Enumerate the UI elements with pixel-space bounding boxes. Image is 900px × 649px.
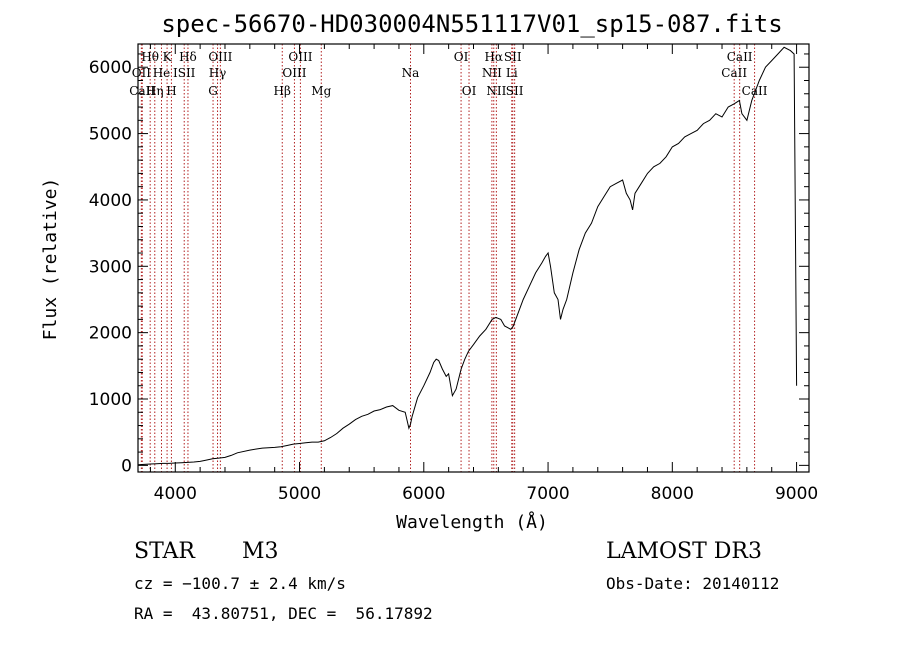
spectral-line-label: Na <box>402 66 420 80</box>
spectral-line-label: CaII <box>721 66 747 80</box>
plot-frame <box>137 43 810 473</box>
spectral-line-label: Hδ <box>179 50 197 64</box>
spectral-line-label: CaII <box>742 84 768 98</box>
spectral-line-label: NII <box>482 66 502 80</box>
x-tick-label: 7000 <box>526 484 569 504</box>
spectral-line-label: Hθ <box>141 50 159 64</box>
spectral-line-label: OIII <box>208 50 232 64</box>
chart-title: spec-56670-HD030004N551117V01_sp15-087.f… <box>161 10 782 38</box>
coordinates: RA = 43.80751, DEC = 56.17892 <box>134 604 433 623</box>
y-tick-label: 2000 <box>89 324 132 344</box>
spectral-line-label: NII <box>486 84 506 98</box>
spectral-line-label: SII <box>506 84 524 98</box>
spectral-line-markers <box>140 44 756 472</box>
x-tick-label: 4000 <box>154 484 197 504</box>
spectral-line-label: SII <box>504 50 522 64</box>
y-axis-ticks: 0 1000 2000 3000 4000 5000 6000 <box>89 53 809 476</box>
spectral-line-label: OIII <box>282 66 306 80</box>
object-class: STAR <box>134 539 195 564</box>
spectral-line-label: H <box>166 84 176 98</box>
spectral-line-label: K <box>163 50 173 64</box>
spectral-line-label: G <box>208 84 218 98</box>
x-axis-ticks: 4000 5000 6000 7000 8000 9000 <box>149 44 818 504</box>
spectral-line-label: CaII <box>129 84 155 98</box>
y-tick-label: 5000 <box>89 125 132 145</box>
spectral-line-label: Hη <box>146 84 164 98</box>
x-tick-label: 9000 <box>775 484 818 504</box>
spectral-line-labels: Hθ OII CaII He Hη K H ISII Hδ OIII Hγ G Hβ OIII OIII Mg… <box>129 50 767 98</box>
spectral-line-label: OIII <box>288 50 312 64</box>
spectral-line-label: Hγ <box>209 66 227 80</box>
spectral-line-label: He <box>153 66 171 80</box>
spectral-line-label: OI <box>454 50 469 64</box>
spectral-line-label: Li <box>506 66 518 80</box>
spectral-line-label: OII <box>132 66 152 80</box>
obs-date: Obs-Date: 20140112 <box>606 574 780 593</box>
y-tick-label: 6000 <box>89 58 132 78</box>
spectral-line-label: Hβ <box>274 84 291 98</box>
x-tick-label: 6000 <box>402 484 445 504</box>
spectrum-series-line <box>137 46 798 466</box>
y-tick-label: 4000 <box>89 191 132 211</box>
spectral-line-label: CaII <box>727 50 753 64</box>
spectral-line-label: Mg <box>311 84 331 98</box>
x-tick-label: 8000 <box>651 484 694 504</box>
spectral-line-label: ISII <box>173 66 196 80</box>
object-subclass: M3 <box>242 539 279 564</box>
survey-name: LAMOST DR3 <box>606 539 762 564</box>
y-tick-label: 1000 <box>89 390 132 410</box>
x-tick-label: 5000 <box>278 484 321 504</box>
spectral-line-label: OI <box>462 84 477 98</box>
x-axis-label: Wavelength (Å) <box>396 511 548 533</box>
cz-value: cz = −100.7 ± 2.4 km/s <box>134 574 346 593</box>
spectral-line-label: Hα <box>484 50 503 64</box>
y-axis-label: Flux (relative) <box>40 178 61 341</box>
y-tick-label: 0 <box>121 456 132 476</box>
y-tick-label: 3000 <box>89 257 132 277</box>
